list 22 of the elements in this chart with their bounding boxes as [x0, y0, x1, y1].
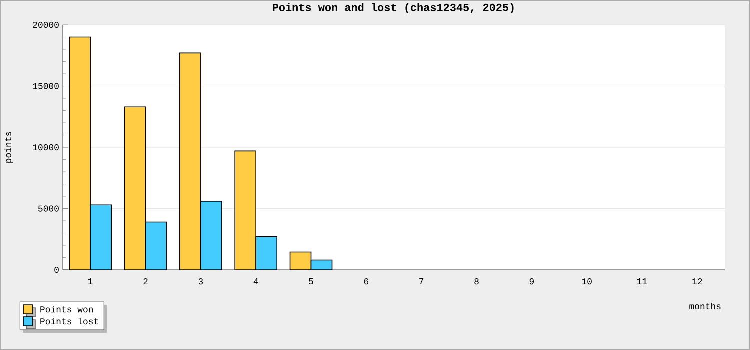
x-tick-label: 3 [198, 278, 204, 285]
legend-label: Points won [40, 306, 93, 313]
x-tick-label: 7 [420, 278, 424, 284]
x-tick-label: 4 [254, 278, 258, 284]
x-tick-label: 8 [474, 278, 479, 285]
x-tick-label: 10 [582, 278, 592, 285]
x-tick-label: 12 [692, 278, 702, 285]
x-tick-label: 1 [88, 278, 93, 284]
x-axis-title: months [690, 302, 721, 310]
x-tick-label: 2 [144, 278, 148, 285]
y-tick-label: 0 [54, 266, 59, 274]
x-tick-label: 6 [364, 278, 369, 285]
x-tick-label: 11 [638, 278, 648, 284]
y-axis-title: points [4, 132, 14, 163]
y-tick-label: 10000 [33, 144, 59, 151]
y-tick-label: 5000 [38, 206, 59, 212]
y-tick-label: 20000 [33, 22, 59, 28]
legend-label: Points lost [40, 318, 98, 325]
y-tick-label: 15000 [33, 83, 59, 90]
x-tick-label: 9 [530, 278, 534, 285]
x-tick-label: 5 [309, 278, 314, 285]
chart-title: Points won and lost (chas12345, 2025) [273, 3, 514, 14]
